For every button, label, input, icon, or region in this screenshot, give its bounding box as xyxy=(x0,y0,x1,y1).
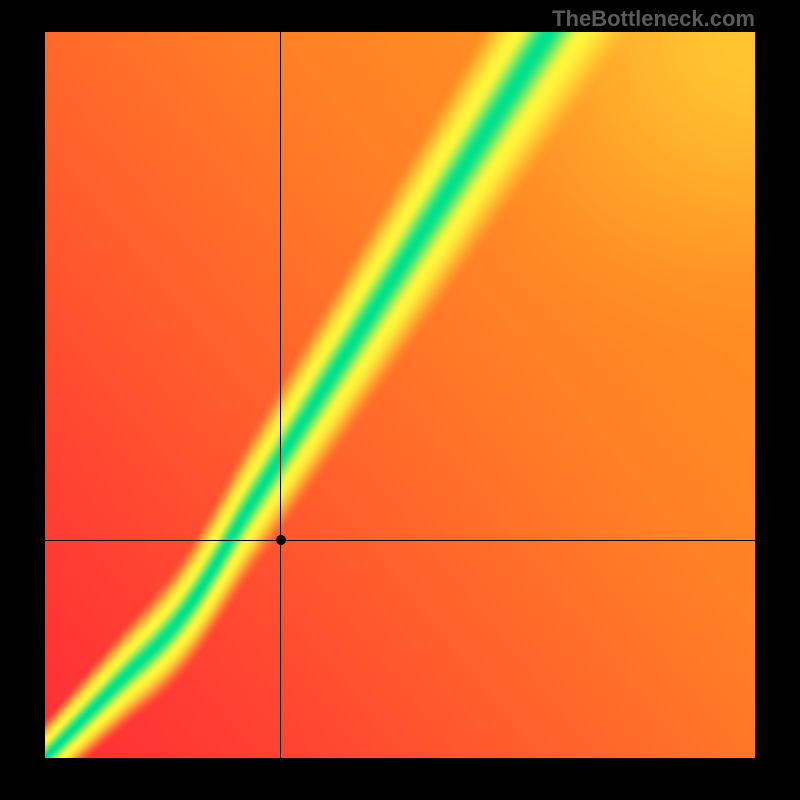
bottleneck-heatmap xyxy=(45,32,755,758)
crosshair-horizontal xyxy=(45,540,755,541)
watermark-text: TheBottleneck.com xyxy=(552,6,755,32)
crosshair-vertical xyxy=(280,32,281,758)
crosshair-marker xyxy=(276,535,286,545)
